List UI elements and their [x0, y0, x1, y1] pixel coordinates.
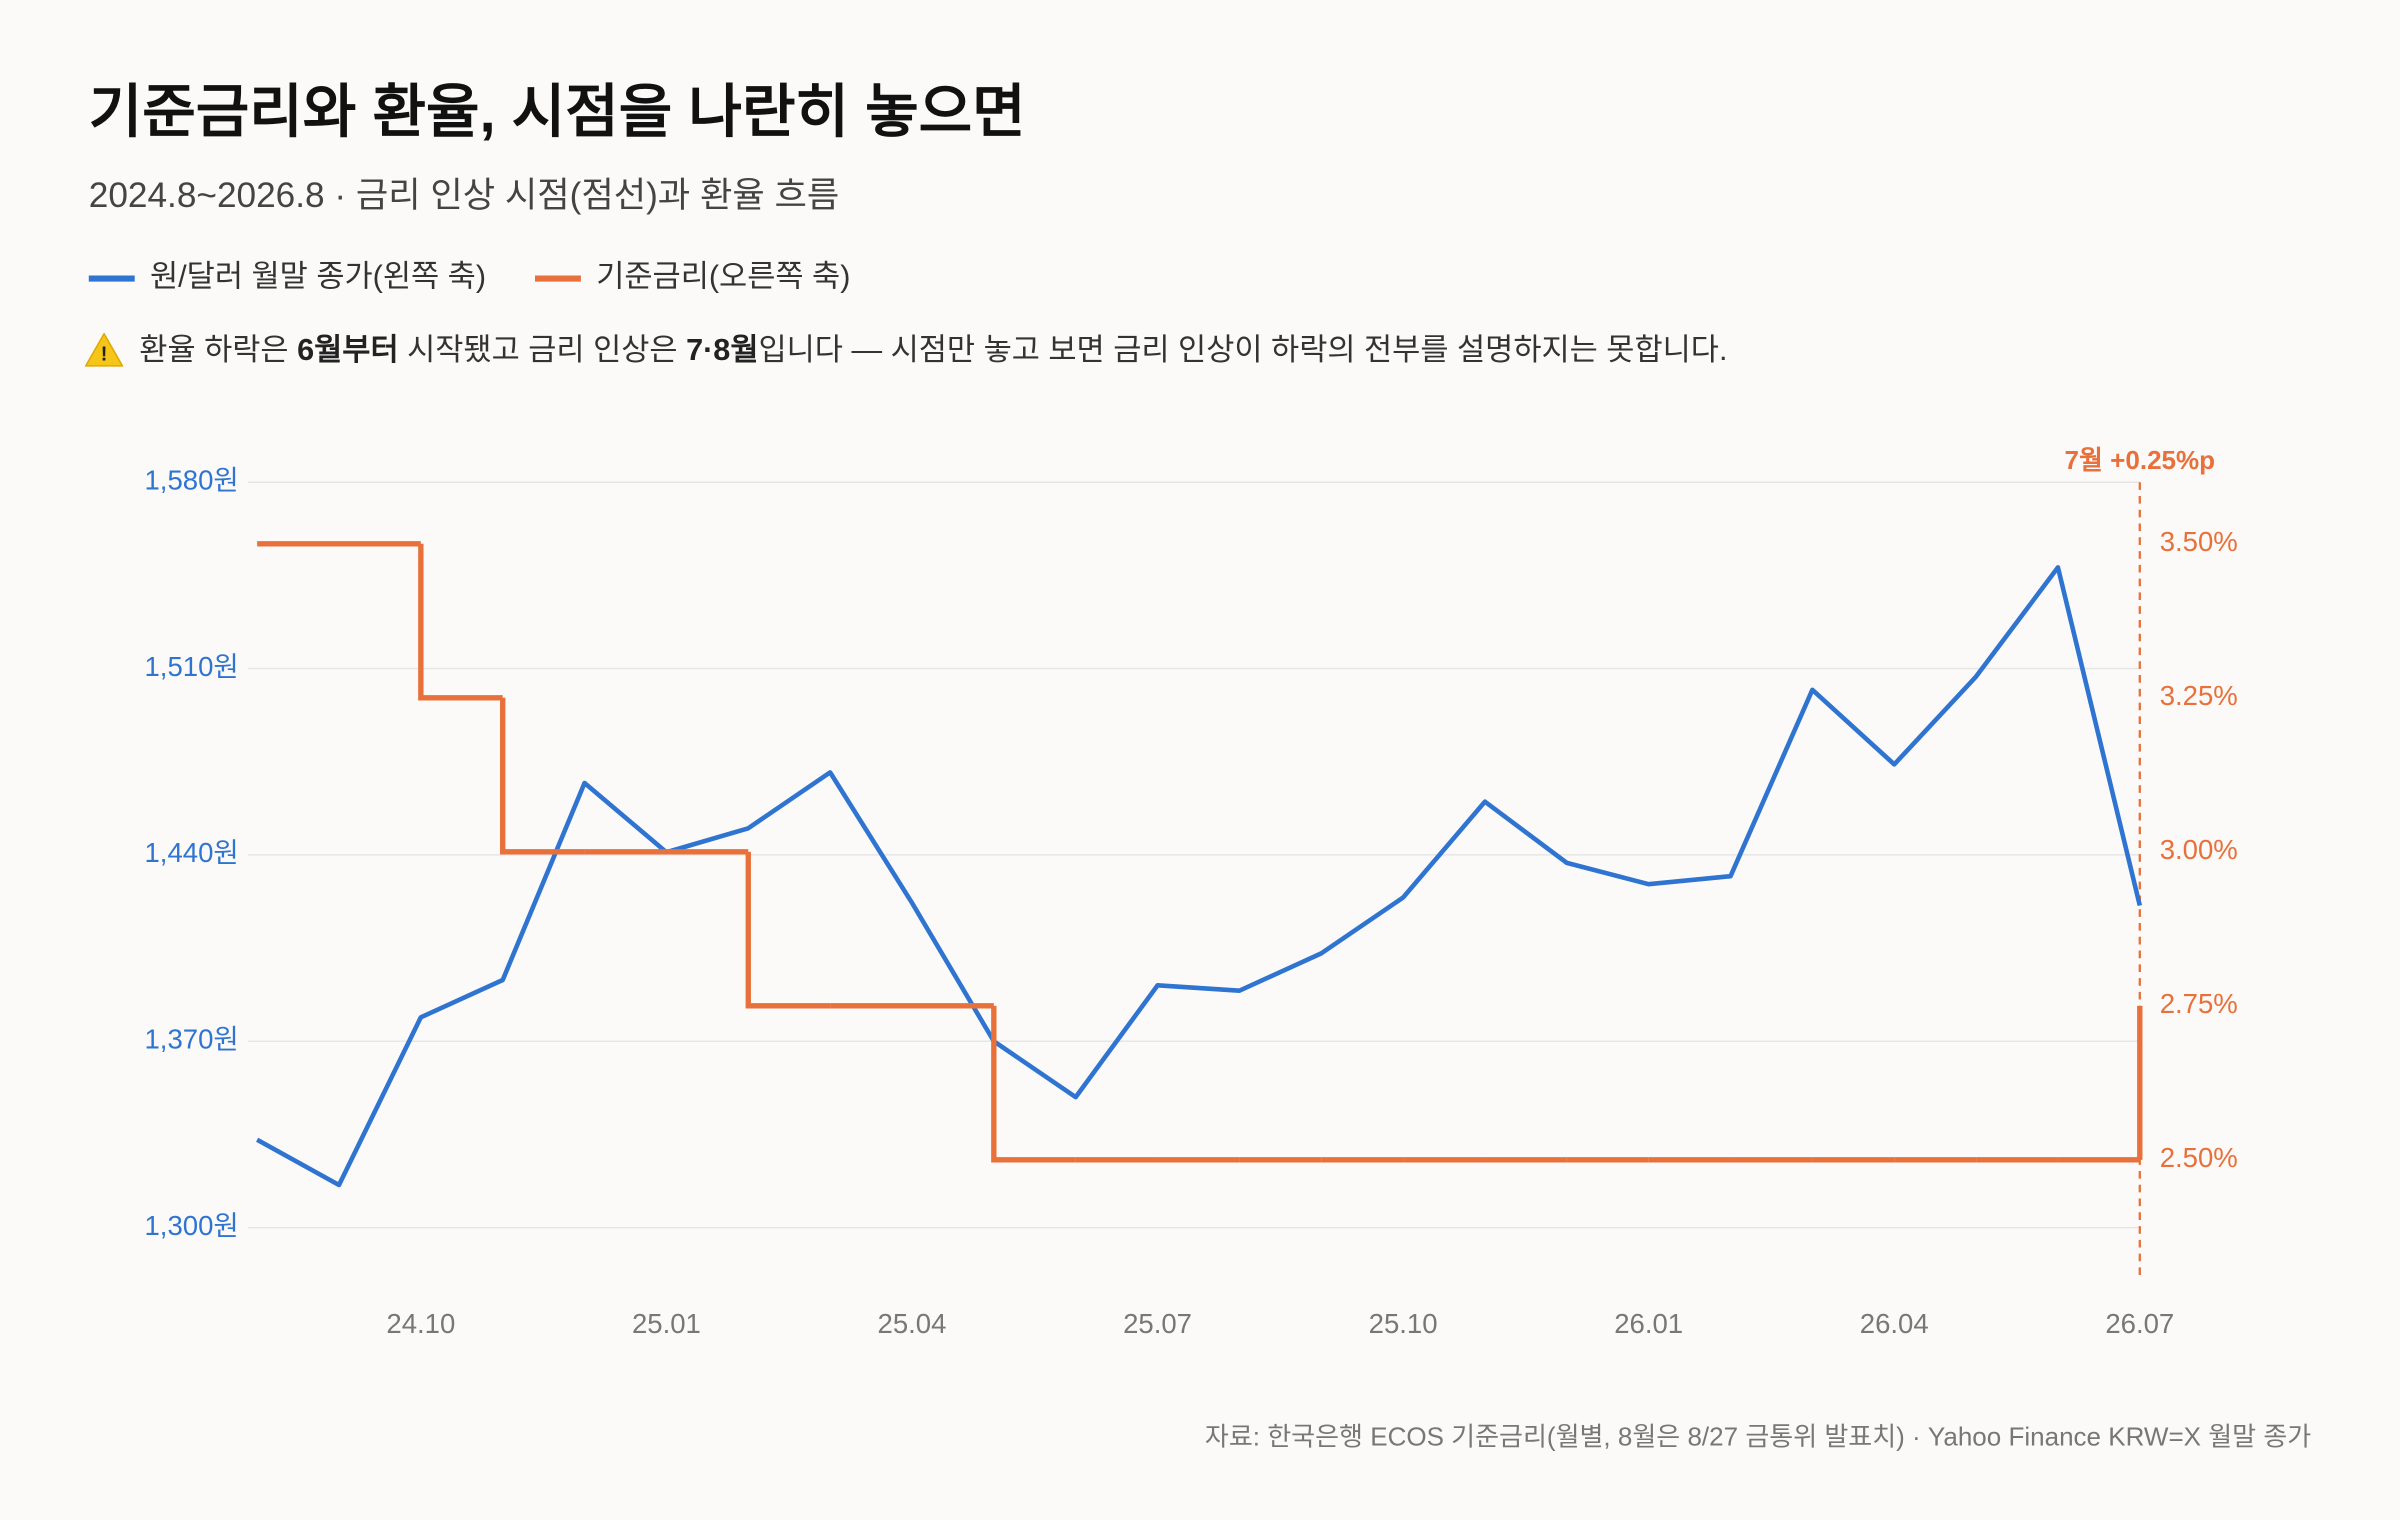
- y-tick-label: 1,510원: [144, 651, 238, 682]
- fx-line: [256, 565, 2143, 1188]
- chart-subtitle: 2024.8~2026.8 · 금리 인상 시점(점선)과 환율 흐름: [89, 176, 839, 215]
- x-tick-label: 26.01: [1614, 1308, 1683, 1339]
- y-tick-label: 1,440원: [144, 837, 238, 868]
- source: 자료: 한국은행 ECOS 기준금리(월별, 8월은 8/27 금통위 발표치)…: [1205, 1422, 2311, 1452]
- x-tick-label: 25.01: [632, 1308, 701, 1339]
- rate-step: [500, 697, 585, 855]
- y2-tick-label: 2.75%: [2160, 988, 2238, 1019]
- y2-tick-label: 3.25%: [2160, 680, 2238, 711]
- note-segment: 7·8월: [686, 333, 758, 367]
- rate-step: [745, 851, 831, 1009]
- x-tick-label: 26.07: [2105, 1308, 2174, 1339]
- note: 환율 하락은 6월부터 시작됐고 금리 인상은 7·8월입니다 — 시점만 놓고…: [139, 333, 1727, 367]
- annotation: 7월 +0.25%p: [2065, 445, 2215, 475]
- y-tick-label: 1,580원: [144, 464, 238, 495]
- rate-step: [418, 543, 503, 701]
- note-segment: 환율 하락은: [139, 333, 297, 367]
- x-tick-label: 25.04: [878, 1308, 947, 1339]
- y-tick-label: 1,300원: [144, 1210, 238, 1241]
- x-tick-label: 25.07: [1123, 1308, 1192, 1339]
- chart-title: 기준금리와 환율, 시점을 나란히 놓으면: [89, 80, 1026, 145]
- svg-text:!: !: [101, 343, 108, 365]
- legend-label: 원/달러 월말 종가(왼쪽 축): [150, 260, 486, 294]
- y2-tick-label: 3.00%: [2160, 834, 2238, 865]
- note-segment: 입니다 — 시점만 놓고 보면 금리 인상이 하락의 전부를 설명하지는 못합니…: [758, 333, 1727, 367]
- note-segment: 시작됐고 금리 인상은: [399, 333, 686, 367]
- y2-tick-label: 3.50%: [2160, 526, 2238, 557]
- x-tick-label: 24.10: [386, 1308, 455, 1339]
- warning-icon: !: [84, 332, 124, 367]
- y-tick-label: 1,370원: [144, 1024, 238, 1055]
- x-tick-label: 25.10: [1369, 1308, 1438, 1339]
- rate-step: [991, 1005, 1076, 1163]
- legend-label: 기준금리(오른쪽 축): [596, 260, 850, 294]
- note-segment: 6월부터: [297, 333, 399, 367]
- x-tick-label: 26.04: [1860, 1308, 1929, 1339]
- y2-tick-label: 2.50%: [2160, 1142, 2238, 1173]
